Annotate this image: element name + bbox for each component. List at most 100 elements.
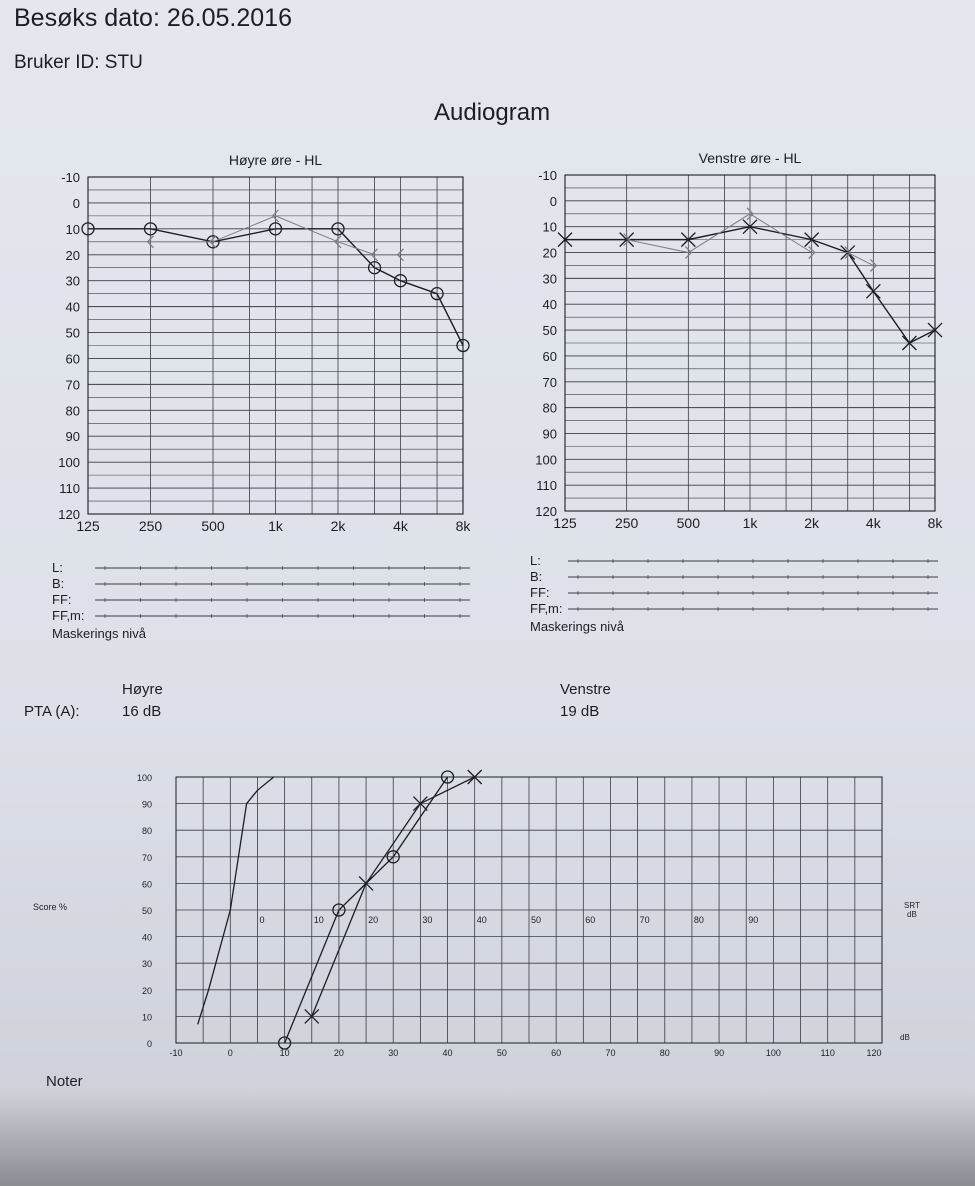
y-tick-label: 90 [142, 800, 152, 810]
masking-panel-left: L:B:FF:FF,m: Maskerings nivå [530, 553, 938, 634]
y-tick-label: 110 [59, 481, 80, 496]
air-conduction-marker [143, 222, 158, 236]
x-axis-label: dB [900, 1033, 910, 1042]
y-tick-label: 70 [66, 377, 80, 392]
x-tick-label: 0 [228, 1048, 233, 1058]
y-tick-label: 100 [137, 773, 152, 783]
bone-conduction-marker [869, 259, 878, 272]
bone-conduction-line [626, 213, 874, 266]
y-tick-label: -10 [61, 170, 80, 185]
left-ear-speech-marker [358, 875, 374, 891]
x-tick-label: 500 [677, 515, 701, 531]
srt-tick-label: 0 [259, 915, 264, 925]
left-ear-speech-curve [311, 776, 475, 1017]
plot-frame [564, 174, 936, 512]
y-tick-label: 30 [66, 274, 80, 289]
y-tick-label: 100 [535, 452, 557, 467]
air-conduction-marker [331, 222, 345, 236]
masking-caption: Maskerings nivå [530, 619, 625, 634]
left-ear-speech-marker [304, 1008, 320, 1024]
bone-conduction-marker [146, 235, 154, 249]
y-tick-label: 50 [66, 326, 80, 341]
srt-tick-label: 70 [640, 915, 650, 925]
x-tick-label: 120 [866, 1048, 881, 1058]
bone-conduction-marker [271, 209, 279, 223]
bone-conduction-marker [396, 248, 404, 262]
pta-label: PTA (A): [24, 703, 80, 720]
user-id: Bruker ID: STU [14, 52, 143, 73]
air-conduction-marker [865, 283, 881, 299]
y-tick-label: 50 [543, 323, 557, 338]
srt-tick-label: 30 [422, 915, 432, 925]
x-tick-label: 2k [331, 518, 347, 534]
air-conduction-marker [680, 232, 696, 248]
x-tick-label: 90 [714, 1048, 724, 1058]
y-tick-label: 0 [147, 1039, 152, 1049]
y-tick-label: 50 [142, 906, 152, 916]
air-conduction-marker [268, 222, 283, 236]
notes-label: Noter [46, 1073, 83, 1090]
x-tick-label: 250 [139, 518, 163, 534]
air-conduction-marker [456, 338, 470, 353]
reference-curve [197, 776, 275, 1025]
y-tick-label: 40 [142, 933, 152, 943]
air-conduction-marker [430, 287, 444, 301]
left-ear-speech-marker [467, 769, 483, 785]
bone-conduction-line [150, 215, 401, 256]
air-conduction-marker [81, 222, 95, 236]
x-tick-label: 500 [201, 518, 225, 534]
masking-row-label: L: [530, 553, 541, 568]
x-tick-label: 30 [388, 1048, 398, 1058]
srt-tick-label: 10 [314, 915, 324, 925]
pta-right-header: Høyre [122, 681, 163, 698]
air-conduction-marker [557, 232, 573, 248]
y-tick-label: 10 [543, 220, 557, 235]
bone-conduction-marker [209, 235, 217, 249]
masking-row-label: FF,m: [52, 608, 85, 623]
masking-row-label: B: [530, 569, 542, 584]
srt-axis-unit: dB [907, 910, 917, 919]
y-tick-label: 90 [66, 429, 80, 444]
masking-row-label: FF: [530, 585, 550, 600]
y-tick-label: 0 [550, 194, 557, 209]
bone-conduction-marker [334, 235, 342, 249]
page-title: Audiogram [434, 99, 551, 126]
pta-left-value: 19 dB [560, 703, 600, 720]
right-ear-audiogram: Høyre øre - HL -10 0 10 20 30 40 50 60 70 80 90 100 1… [58, 152, 472, 534]
x-tick-label: 250 [615, 515, 639, 531]
srt-axis-label: SRT [904, 901, 920, 910]
x-tick-label: 50 [497, 1048, 507, 1058]
x-tick-label: 40 [443, 1048, 453, 1058]
x-tick-label: 10 [280, 1048, 290, 1058]
y-tick-label: 20 [543, 246, 557, 261]
air-conduction-marker [804, 232, 820, 248]
right-ear-speech-marker [440, 770, 455, 784]
x-tick-label: 2k [804, 515, 820, 531]
masking-row-label: B: [52, 576, 64, 591]
x-tick-label: 8k [456, 518, 472, 534]
air-conduction-marker [367, 261, 382, 275]
y-tick-label: 10 [142, 1012, 152, 1022]
x-tick-label: 4k [866, 515, 882, 531]
air-conduction-marker [927, 322, 943, 338]
y-tick-label: 80 [66, 403, 80, 418]
y-tick-label: 90 [543, 426, 557, 441]
masking-row-label: FF,m: [530, 601, 563, 616]
y-tick-label: 40 [66, 300, 80, 315]
air-conduction-marker [393, 274, 408, 288]
y-tick-label: 40 [543, 297, 557, 312]
visit-date: Besøks dato: 26.05.2016 [14, 4, 292, 32]
y-tick-label: 60 [142, 879, 152, 889]
bone-conduction-marker [746, 207, 754, 221]
y-tick-label: 110 [536, 478, 557, 493]
air-conduction-marker [742, 219, 758, 235]
right-ear-speech-marker [277, 1036, 292, 1050]
y-tick-label: 30 [142, 959, 152, 969]
x-tick-label: 4k [393, 518, 409, 534]
srt-tick-label: 80 [694, 915, 704, 925]
air-conduction-marker [901, 335, 917, 351]
y-tick-label: -10 [538, 168, 557, 183]
masking-row-label: FF: [52, 592, 72, 607]
x-tick-label: 1k [743, 515, 759, 531]
